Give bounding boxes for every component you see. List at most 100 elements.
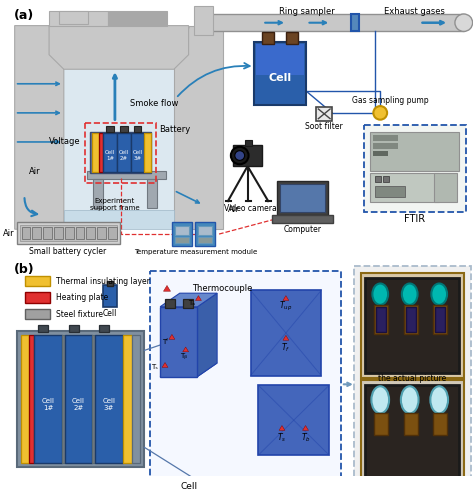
Bar (99, 133, 103, 172)
Bar (316, 107, 332, 121)
Bar (20, 335, 29, 463)
Bar (383, 176, 389, 182)
Bar (272, 215, 333, 223)
Ellipse shape (373, 284, 388, 305)
Bar (123, 335, 132, 463)
Text: Tₛ: Tₛ (151, 364, 158, 370)
Bar (365, 285, 380, 343)
Bar (64, 210, 174, 229)
Bar (92, 335, 95, 463)
Bar (172, 222, 191, 245)
Bar (65, 227, 73, 239)
Bar (93, 179, 103, 208)
Ellipse shape (455, 14, 473, 31)
Text: Voltage: Voltage (49, 138, 81, 147)
Bar (233, 145, 262, 166)
Text: Cell
1#: Cell 1# (105, 150, 115, 161)
Polygon shape (49, 25, 189, 69)
Bar (107, 281, 113, 286)
Bar (17, 222, 120, 244)
Bar (106, 126, 114, 132)
Bar (277, 181, 328, 215)
Polygon shape (15, 25, 64, 229)
Text: Thermal insulating layer: Thermal insulating layer (56, 276, 150, 286)
Bar (182, 299, 192, 308)
Bar (38, 325, 48, 332)
Polygon shape (198, 293, 217, 376)
Polygon shape (283, 335, 289, 340)
Text: Cell
2#: Cell 2# (118, 150, 129, 161)
Polygon shape (279, 425, 285, 430)
Bar (365, 385, 459, 486)
Text: the actual picture: the actual picture (378, 374, 446, 383)
Polygon shape (164, 286, 171, 291)
Bar (255, 42, 306, 105)
Bar (351, 14, 359, 31)
Ellipse shape (430, 386, 448, 414)
Polygon shape (160, 293, 217, 307)
Bar (54, 227, 63, 239)
Bar (87, 171, 166, 179)
Bar (199, 237, 212, 243)
Bar (258, 385, 329, 455)
Bar (361, 273, 464, 377)
Bar (25, 276, 50, 286)
Text: (b): (b) (14, 263, 34, 276)
Text: Computer: Computer (283, 225, 321, 234)
Polygon shape (302, 425, 309, 430)
Bar (62, 335, 65, 463)
Bar (32, 227, 41, 239)
Text: Soot filter: Soot filter (305, 122, 343, 131)
Text: Cell
3#: Cell 3# (102, 398, 116, 411)
Bar (433, 305, 447, 334)
Text: Cell: Cell (268, 73, 292, 83)
FancyBboxPatch shape (354, 266, 471, 490)
Bar (361, 380, 464, 490)
Bar (21, 227, 30, 239)
Bar (145, 133, 151, 172)
Ellipse shape (235, 151, 245, 160)
Bar (108, 11, 167, 25)
Bar (117, 133, 131, 172)
Text: $T_b$: $T_b$ (301, 431, 310, 444)
Bar (147, 179, 157, 208)
Bar (370, 132, 459, 171)
Ellipse shape (402, 284, 418, 305)
Bar (433, 414, 447, 435)
Text: Heating plate: Heating plate (56, 293, 108, 302)
Bar (59, 11, 88, 24)
Bar (434, 173, 457, 202)
Bar (245, 140, 253, 146)
Bar (435, 307, 445, 332)
Bar (134, 126, 141, 132)
Text: Cell
2#: Cell 2# (72, 398, 85, 411)
FancyBboxPatch shape (364, 125, 466, 212)
Text: Air: Air (3, 228, 15, 238)
Text: Experiment
support frame: Experiment support frame (90, 198, 140, 212)
Text: Battery: Battery (159, 125, 191, 134)
Bar (195, 222, 215, 245)
Polygon shape (162, 363, 168, 368)
Text: FTIR: FTIR (404, 214, 425, 223)
Bar (17, 331, 145, 466)
Text: Exhaust gases: Exhaust gases (384, 6, 445, 16)
Bar (374, 305, 388, 334)
Bar (256, 44, 303, 75)
Bar (108, 227, 117, 239)
Bar (99, 325, 109, 332)
Bar (95, 335, 123, 463)
Bar (376, 307, 386, 332)
Polygon shape (195, 295, 201, 300)
Text: Cell
3#: Cell 3# (132, 150, 143, 161)
Bar (375, 176, 381, 182)
Bar (75, 227, 84, 239)
Bar (193, 6, 213, 35)
Text: $T_s$: $T_s$ (277, 431, 287, 444)
Bar (404, 305, 418, 334)
Polygon shape (174, 25, 223, 229)
Ellipse shape (374, 106, 387, 120)
Bar (25, 309, 50, 319)
Bar (175, 237, 189, 243)
Bar (262, 32, 274, 44)
Bar (97, 227, 106, 239)
